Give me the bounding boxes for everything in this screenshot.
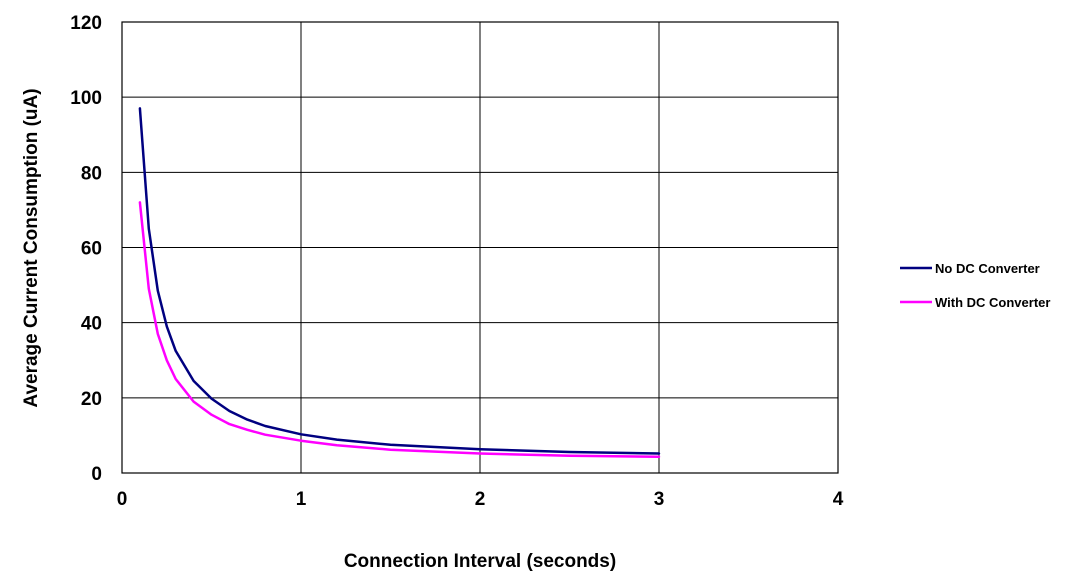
x-tick-label: 4 <box>833 489 844 510</box>
y-tick-label: 0 <box>91 464 102 485</box>
legend-item: With DC Converter <box>900 295 1050 310</box>
y-tick-label: 80 <box>81 163 102 184</box>
x-tick-label: 0 <box>117 489 128 510</box>
y-tick-label: 40 <box>81 314 102 335</box>
series-lines <box>138 107 661 459</box>
legend-item: No DC Converter <box>900 261 1040 276</box>
legend-label: No DC Converter <box>935 261 1040 276</box>
x-tick-label: 1 <box>296 489 307 510</box>
y-tick-label: 100 <box>70 88 102 109</box>
series-line-with-dc-converter <box>138 201 661 459</box>
x-tick-label: 2 <box>475 489 486 510</box>
y-tick-label: 120 <box>70 13 102 34</box>
x-tick-label: 3 <box>654 489 665 510</box>
y-axis-title: Average Current Consumption (uA) <box>21 88 42 407</box>
gridlines <box>121 21 839 474</box>
x-tick-labels: 0 1 2 3 4 <box>117 489 844 510</box>
series-line-no-dc-converter <box>138 107 661 455</box>
y-tick-label: 20 <box>81 389 102 410</box>
y-tick-label: 60 <box>81 239 102 260</box>
x-axis-title: Connection Interval (seconds) <box>344 551 616 572</box>
y-tick-labels: 0 20 40 60 80 100 120 <box>70 13 102 485</box>
legend-label: With DC Converter <box>935 295 1050 310</box>
plot-area <box>121 21 839 474</box>
legend: No DC Converter With DC Converter <box>900 261 1050 310</box>
